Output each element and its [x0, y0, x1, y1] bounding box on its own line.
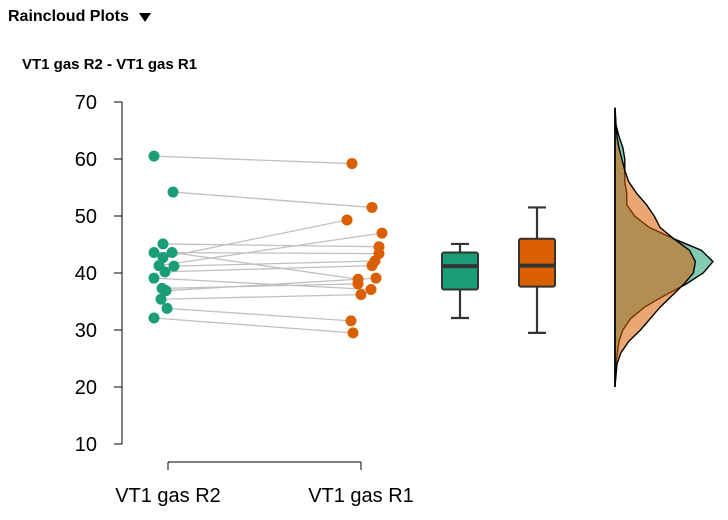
y-tick-label: 20: [75, 377, 97, 399]
box: [518, 237, 556, 288]
point-r1: [366, 260, 378, 272]
pair-line: [173, 260, 376, 267]
y-tick-label: 40: [75, 263, 97, 285]
y-tick-label: 50: [75, 206, 97, 228]
pair-line: [166, 307, 352, 322]
point-r2: [148, 272, 160, 284]
box: [441, 251, 479, 291]
pair-line: [162, 219, 348, 259]
pair-line: [153, 317, 354, 334]
y-tick-label: 30: [75, 320, 97, 342]
section-title: Raincloud Plots: [8, 8, 129, 25]
point-r2: [148, 150, 160, 162]
point-r1: [355, 289, 367, 301]
pair-line: [153, 155, 353, 165]
point-r2: [159, 266, 171, 278]
point-r1: [366, 201, 378, 213]
point-r1: [341, 214, 353, 226]
point-r1: [347, 327, 359, 339]
point-r1: [345, 315, 357, 327]
pair-line: [171, 251, 359, 280]
section-header[interactable]: Raincloud Plots: [8, 8, 151, 26]
point-r2: [148, 246, 160, 258]
point-r1: [352, 278, 364, 290]
point-r2: [161, 302, 173, 314]
density-r1: [614, 107, 697, 388]
pair-line: [172, 191, 373, 209]
x-tick-label: VT1 gas R2: [115, 485, 221, 507]
point-r1: [346, 158, 358, 170]
plot-title: VT1 gas R2 - VT1 gas R1: [22, 56, 198, 73]
point-r1: [365, 284, 377, 296]
point-r2: [166, 246, 178, 258]
pair-line: [158, 232, 383, 267]
pair-line: [162, 243, 380, 248]
caret-down-icon[interactable]: [138, 13, 151, 22]
point-r2: [155, 293, 167, 305]
x-tick-label: VT1 gas R1: [308, 485, 414, 507]
y-tick-label: 10: [75, 434, 97, 456]
pair-line: [153, 251, 380, 255]
pair-line: [160, 294, 362, 300]
pair-line: [161, 283, 359, 290]
point-r2: [160, 285, 172, 297]
point-r2: [157, 238, 169, 250]
y-tick-label: 70: [75, 92, 97, 114]
pair-line: [164, 264, 373, 273]
pair-line: [153, 277, 372, 291]
point-r2: [148, 312, 160, 324]
point-r2: [167, 186, 179, 198]
pair-line: [165, 277, 377, 292]
point-r2: [168, 260, 180, 272]
point-r1: [370, 272, 382, 284]
y-tick-label: 60: [75, 149, 97, 171]
point-r1: [376, 227, 388, 239]
